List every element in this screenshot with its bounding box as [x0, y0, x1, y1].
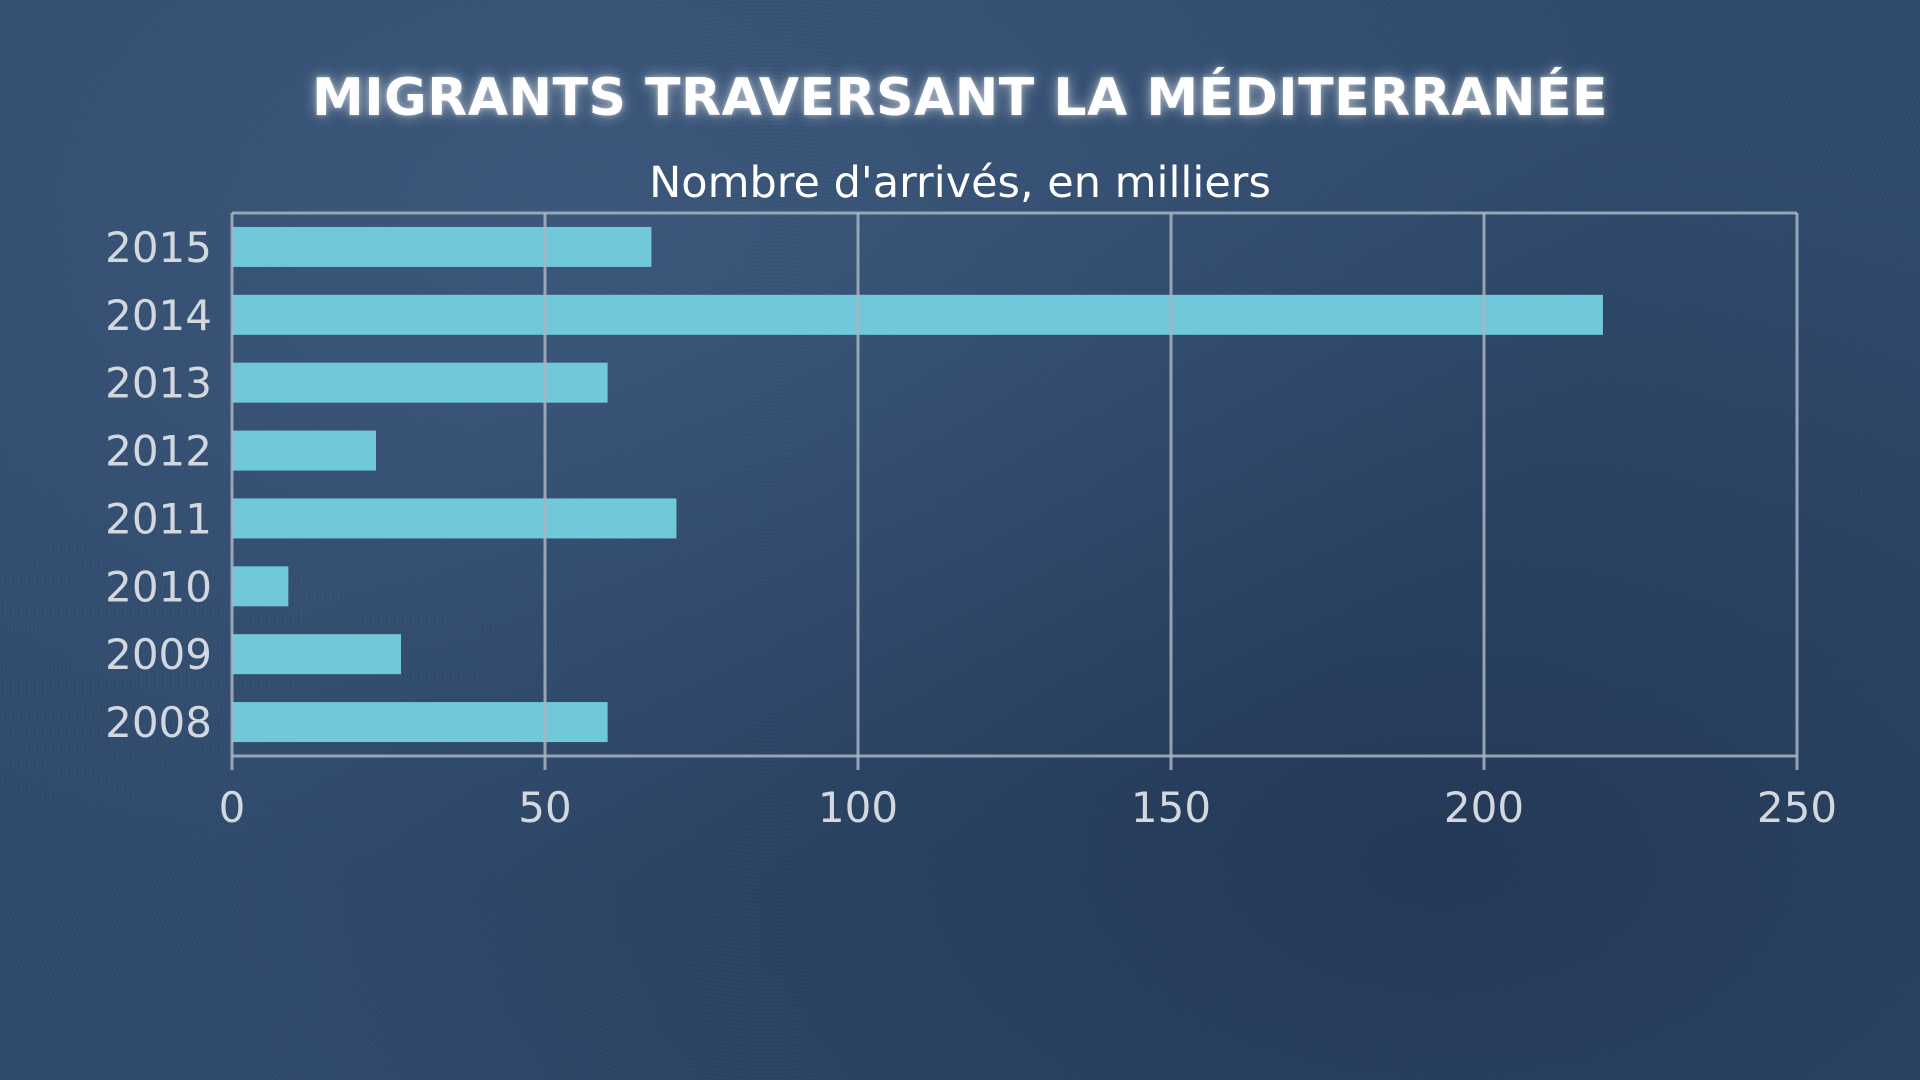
chart-title: MIGRANTS TRAVERSANT LA MÉDITERRANÉE [311, 68, 1609, 128]
bar-2013 [232, 362, 608, 403]
bar-2009 [232, 634, 402, 675]
category-label-2015: 2015 [105, 223, 212, 272]
x-tick-label-200: 200 [1444, 783, 1524, 832]
bar-2008 [232, 702, 608, 743]
x-tick-label-50: 50 [518, 783, 571, 832]
category-label-2009: 2009 [105, 630, 212, 679]
bar-2014 [232, 294, 1603, 335]
category-label-2008: 2008 [105, 698, 212, 747]
category-label-2013: 2013 [105, 359, 212, 408]
category-label-2011: 2011 [105, 494, 212, 543]
bar-2012 [232, 430, 376, 471]
x-tick-label-150: 150 [1131, 783, 1211, 832]
bar-2015 [232, 226, 652, 267]
chart-subtitle: Nombre d'arrivés, en milliers [649, 158, 1271, 208]
category-label-2014: 2014 [105, 291, 212, 340]
bar-2011 [232, 498, 677, 539]
category-label-2012: 2012 [105, 427, 212, 476]
x-tick-label-250: 250 [1757, 783, 1837, 832]
x-tick-label-0: 0 [219, 783, 246, 832]
x-tick-label-100: 100 [818, 783, 898, 832]
bar-2010 [232, 566, 289, 607]
category-label-2010: 2010 [105, 562, 212, 611]
